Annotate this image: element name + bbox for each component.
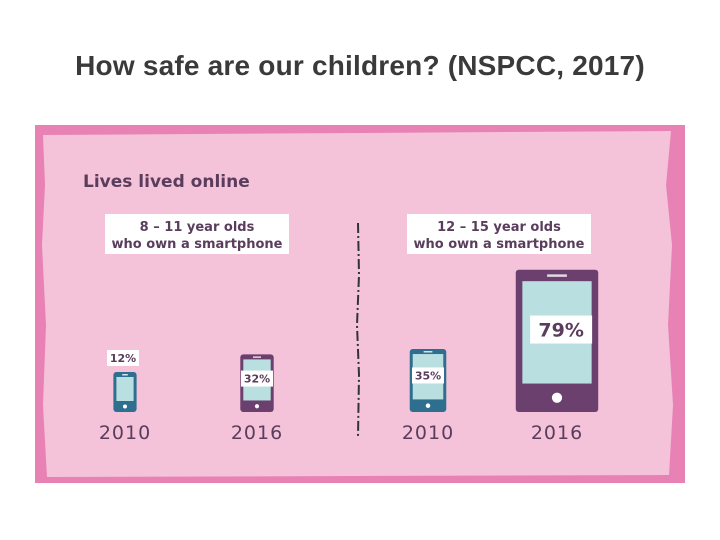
phone-speaker <box>252 356 262 358</box>
chart-marks: 12% 2010 32% 2016 35% 2010 79% 2016 <box>99 269 599 444</box>
value-label-box <box>241 370 273 387</box>
phone-home-button <box>123 404 127 409</box>
infographic: Lives lived online 8 – 11 year olds who … <box>35 125 685 483</box>
group-label-line2: who own a smartphone <box>414 237 585 252</box>
value-label-box <box>412 367 444 384</box>
year-label: 2016 <box>531 422 583 444</box>
phone-home-button <box>425 403 431 408</box>
year-label: 2016 <box>231 422 283 444</box>
phone-speaker <box>122 374 128 376</box>
year-label: 2010 <box>99 422 151 444</box>
phone-screen <box>116 377 134 401</box>
smartphone-ownership-chart: Lives lived online 8 – 11 year olds who … <box>35 125 685 483</box>
phone-speaker <box>547 274 567 277</box>
value-label-box <box>107 350 139 366</box>
phone-speaker <box>423 351 433 353</box>
group-label-line1: 12 – 15 year olds <box>437 220 561 235</box>
year-label: 2010 <box>402 422 454 444</box>
phone-home-button <box>254 404 260 409</box>
group-label-box <box>105 214 289 254</box>
slide-title: How safe are our children? (NSPCC, 2017) <box>75 50 645 81</box>
value-label: 32% <box>244 373 270 386</box>
group-label-line1: 8 – 11 year olds <box>140 220 255 235</box>
group-label-box <box>407 214 591 254</box>
value-label: 79% <box>538 319 583 341</box>
value-label: 12% <box>110 352 136 365</box>
group-label-line2: who own a smartphone <box>112 237 283 252</box>
phone-home-button <box>551 392 563 403</box>
chart-title: Lives lived online <box>83 172 250 192</box>
value-label: 35% <box>415 369 441 382</box>
value-label-box <box>530 315 593 344</box>
